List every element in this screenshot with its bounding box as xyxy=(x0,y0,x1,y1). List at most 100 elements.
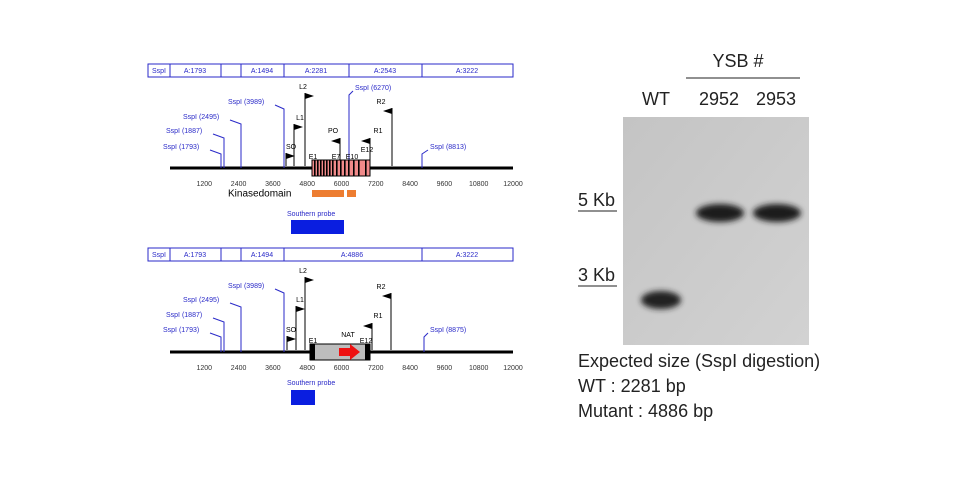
domain-bar xyxy=(312,190,344,197)
exon xyxy=(365,160,367,176)
site-line xyxy=(274,104,285,168)
probe-bar xyxy=(291,390,315,405)
site-label: SspI (2495) xyxy=(183,297,219,304)
site-line xyxy=(209,332,222,352)
axis-label: 4800 xyxy=(299,181,315,188)
exon xyxy=(353,160,355,176)
site-line xyxy=(209,149,222,168)
lane-label: 2953 xyxy=(756,89,796,109)
band xyxy=(696,204,744,222)
axis-label: 1200 xyxy=(197,181,213,188)
exon xyxy=(326,160,328,176)
primer-flag xyxy=(331,138,340,144)
fragment-label: A:2281 xyxy=(305,68,327,75)
primer-label: L2 xyxy=(299,84,307,91)
axis-label: 9600 xyxy=(437,181,453,188)
site-label: SspI (6270) xyxy=(355,85,391,92)
axis-label: 6000 xyxy=(334,181,350,188)
site-line xyxy=(212,317,225,352)
primer-flag xyxy=(305,93,314,99)
exon-label: E12 xyxy=(360,338,373,345)
note: Expected size (SspI digestion) xyxy=(578,351,820,371)
exon xyxy=(348,160,350,176)
axis-label: 10800 xyxy=(469,181,489,188)
fragment-label: A:1793 xyxy=(184,68,206,75)
primer-label: PO xyxy=(328,128,339,135)
fragment-bar xyxy=(147,63,514,78)
axis-label: 8400 xyxy=(402,181,418,188)
lane-label: 2952 xyxy=(699,89,739,109)
fragment-label: A:3222 xyxy=(456,68,478,75)
fragment-label: SspI xyxy=(152,68,166,75)
site-line xyxy=(274,288,285,352)
axis-label: 3600 xyxy=(265,365,281,372)
site-label: SspI (1793) xyxy=(163,327,199,334)
axis-label: 3600 xyxy=(265,181,281,188)
primer-flag xyxy=(382,293,391,299)
fragment-label: A:1494 xyxy=(251,68,273,75)
axis-label: 8400 xyxy=(402,365,418,372)
site-line xyxy=(423,332,429,352)
fragment-label: A:1494 xyxy=(251,252,273,259)
primer-label: L1 xyxy=(296,297,304,304)
probe-bar xyxy=(291,220,344,234)
note: WT : 2281 bp xyxy=(578,376,686,396)
band xyxy=(753,204,801,222)
axis-label: 9600 xyxy=(437,365,453,372)
fragment-label: A:1793 xyxy=(184,252,206,259)
band xyxy=(641,291,681,309)
site-label: SspI (1887) xyxy=(166,312,202,319)
primer-label: L2 xyxy=(299,268,307,275)
site-line xyxy=(212,133,225,168)
marker-label: NAT xyxy=(341,332,355,339)
site-label: SspI (8813) xyxy=(430,144,466,151)
axis-label: 12000 xyxy=(503,181,523,188)
fragment-bar xyxy=(147,247,514,262)
primer-label: L1 xyxy=(296,115,304,122)
primer-label: SO xyxy=(286,144,297,151)
primer-flag xyxy=(305,277,314,283)
exon xyxy=(332,160,334,176)
exon-label: E1 xyxy=(309,338,318,345)
axis-label: 12000 xyxy=(503,365,523,372)
primer-flag xyxy=(294,124,303,130)
axis-label: 2400 xyxy=(231,181,247,188)
primer-flag xyxy=(287,336,296,342)
axis-label: 6000 xyxy=(334,365,350,372)
site-label: SspI (1793) xyxy=(163,144,199,151)
fragment-label: A:2543 xyxy=(374,68,396,75)
axis-label: 7200 xyxy=(368,365,384,372)
fragment-label: SspI xyxy=(152,252,166,259)
primer-label: R2 xyxy=(377,99,386,106)
size-label: 3 Kb xyxy=(578,265,615,285)
exon-label: E10 xyxy=(346,154,359,161)
exon-label: E12 xyxy=(361,147,374,154)
axis-label: 7200 xyxy=(368,181,384,188)
site-line xyxy=(229,302,242,352)
primer-label: R1 xyxy=(374,313,383,320)
exon xyxy=(329,160,331,176)
exon xyxy=(358,160,360,176)
primer-flag xyxy=(363,323,372,329)
site-line xyxy=(421,149,429,168)
site-line xyxy=(229,119,242,168)
exon xyxy=(323,160,325,176)
fragment-label: A:3222 xyxy=(456,252,478,259)
exon xyxy=(336,160,338,176)
note: Mutant : 4886 bp xyxy=(578,401,713,421)
exon-label: E7 xyxy=(332,154,341,161)
fragment-label: A:4886 xyxy=(341,252,363,259)
exon xyxy=(314,160,316,176)
axis-label: 1200 xyxy=(197,365,213,372)
primer-flag xyxy=(286,153,295,159)
axis-label: 4800 xyxy=(299,365,315,372)
site-label: SspI (3989) xyxy=(228,283,264,290)
exon xyxy=(344,160,346,176)
domain-bar xyxy=(347,190,356,197)
primer-label: R2 xyxy=(377,284,386,291)
axis-label: 10800 xyxy=(469,365,489,372)
site-label: SspI (3989) xyxy=(228,99,264,106)
lane-label: WT xyxy=(642,89,670,109)
site-line xyxy=(348,90,354,168)
